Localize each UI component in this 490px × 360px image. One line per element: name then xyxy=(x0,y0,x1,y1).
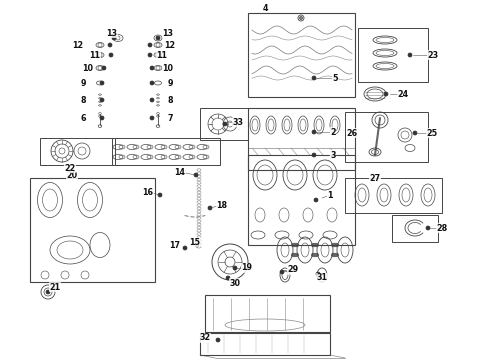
Circle shape xyxy=(426,226,430,230)
Text: 29: 29 xyxy=(288,266,298,274)
Circle shape xyxy=(195,243,199,247)
Text: 1: 1 xyxy=(327,190,333,199)
Circle shape xyxy=(100,98,104,102)
Circle shape xyxy=(183,246,187,250)
Bar xyxy=(345,112,428,162)
Text: 7: 7 xyxy=(167,113,173,122)
Bar xyxy=(345,178,442,213)
Bar xyxy=(248,108,355,170)
Circle shape xyxy=(109,53,113,57)
Text: 11: 11 xyxy=(156,50,168,59)
Text: 13: 13 xyxy=(106,28,118,37)
Circle shape xyxy=(314,198,318,202)
Text: 2: 2 xyxy=(330,127,336,136)
Text: 8: 8 xyxy=(80,95,86,104)
Circle shape xyxy=(150,98,154,102)
Text: 18: 18 xyxy=(217,201,227,210)
Circle shape xyxy=(102,66,106,70)
Circle shape xyxy=(148,53,152,57)
Text: 15: 15 xyxy=(190,238,200,247)
Text: 8: 8 xyxy=(167,95,173,104)
Circle shape xyxy=(223,122,227,126)
Text: 10: 10 xyxy=(163,63,173,72)
Bar xyxy=(40,138,115,165)
Text: 5: 5 xyxy=(332,73,338,82)
Circle shape xyxy=(100,116,104,120)
Circle shape xyxy=(208,206,212,210)
Text: 19: 19 xyxy=(242,264,252,273)
Circle shape xyxy=(316,272,320,276)
Text: 32: 32 xyxy=(199,333,211,342)
Bar xyxy=(248,155,355,245)
Circle shape xyxy=(312,130,316,134)
Bar xyxy=(392,215,438,242)
Circle shape xyxy=(216,338,220,342)
Text: 23: 23 xyxy=(427,50,439,59)
Circle shape xyxy=(46,290,50,294)
Text: 10: 10 xyxy=(82,63,94,72)
Circle shape xyxy=(100,81,104,85)
Text: 3: 3 xyxy=(330,150,336,159)
Text: 20: 20 xyxy=(67,171,77,180)
Text: 16: 16 xyxy=(143,188,153,197)
Bar xyxy=(200,333,330,355)
Circle shape xyxy=(108,43,112,47)
Bar xyxy=(112,138,220,165)
Text: 31: 31 xyxy=(317,274,327,283)
Text: 11: 11 xyxy=(90,50,100,59)
Text: 9: 9 xyxy=(167,78,173,87)
Circle shape xyxy=(112,36,116,40)
Text: 12: 12 xyxy=(73,41,84,50)
Text: 9: 9 xyxy=(80,78,86,87)
Circle shape xyxy=(158,193,162,197)
Bar xyxy=(358,28,428,82)
Circle shape xyxy=(312,153,316,157)
Circle shape xyxy=(408,53,412,57)
Circle shape xyxy=(150,116,154,120)
Circle shape xyxy=(150,66,154,70)
Circle shape xyxy=(156,36,160,40)
Text: 28: 28 xyxy=(437,224,448,233)
Circle shape xyxy=(194,173,198,177)
Text: 22: 22 xyxy=(64,163,75,172)
Bar xyxy=(205,295,330,332)
Text: 12: 12 xyxy=(165,41,175,50)
Bar xyxy=(248,13,355,97)
Circle shape xyxy=(233,266,237,270)
Text: 17: 17 xyxy=(170,240,180,249)
Circle shape xyxy=(413,131,417,135)
Circle shape xyxy=(299,17,302,19)
Circle shape xyxy=(150,81,154,85)
Circle shape xyxy=(148,43,152,47)
Text: 21: 21 xyxy=(49,283,61,292)
Text: 13: 13 xyxy=(163,28,173,37)
Text: 27: 27 xyxy=(369,174,381,183)
Bar xyxy=(200,108,248,140)
Text: 26: 26 xyxy=(346,129,358,138)
Bar xyxy=(30,178,155,282)
Circle shape xyxy=(226,276,230,280)
Text: 25: 25 xyxy=(426,129,438,138)
Text: 4: 4 xyxy=(262,4,268,13)
Text: 33: 33 xyxy=(232,117,244,126)
Circle shape xyxy=(384,92,388,96)
Circle shape xyxy=(312,76,316,80)
Circle shape xyxy=(280,270,284,274)
Text: 6: 6 xyxy=(80,113,86,122)
Text: 14: 14 xyxy=(174,167,186,176)
Text: 30: 30 xyxy=(229,279,241,288)
Text: 24: 24 xyxy=(397,90,409,99)
